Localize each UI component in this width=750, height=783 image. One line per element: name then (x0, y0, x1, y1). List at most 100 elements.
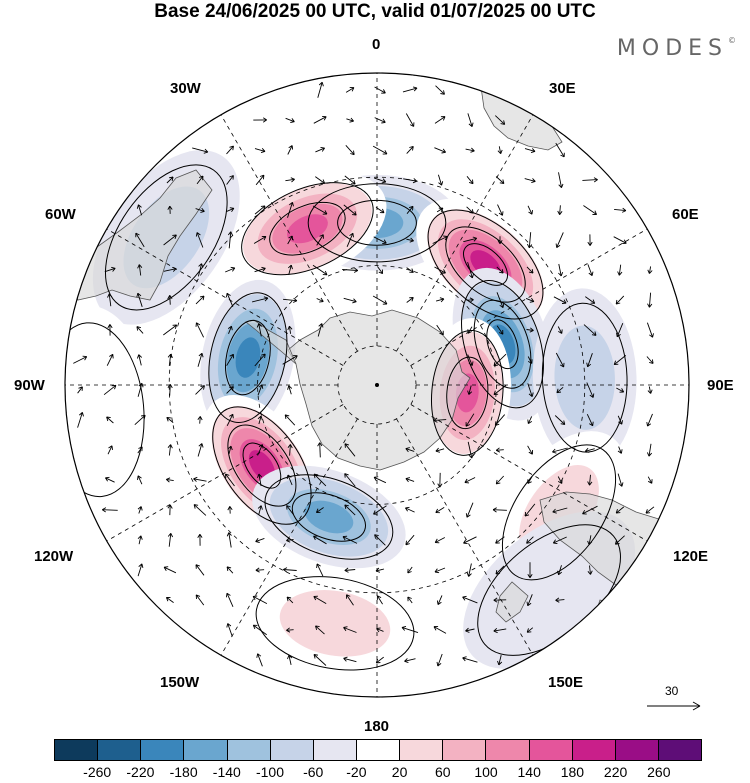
colorbar-segment (572, 740, 616, 760)
wind-vector-shaft (615, 535, 625, 545)
wind-vector-head (555, 243, 561, 248)
wind-vector (402, 86, 418, 93)
wind-vector (196, 175, 204, 185)
wind-vector-shaft (253, 236, 267, 244)
wind-vector-shaft (616, 323, 624, 337)
wind-vector (256, 473, 263, 487)
wind-vector (316, 234, 324, 246)
wind-vector-shaft (228, 532, 232, 548)
wind-vector-shaft (614, 208, 626, 212)
wind-vector-shaft (527, 476, 533, 484)
wind-vector (197, 352, 204, 367)
anomaly-contours (461, 280, 544, 409)
wind-vector-head (434, 568, 440, 574)
wind-vector (163, 234, 177, 246)
wind-vector (552, 447, 568, 454)
wind-vector (163, 266, 177, 272)
wind-vector-shaft (465, 148, 475, 152)
wind-vector (163, 566, 177, 574)
wind-vector-head (528, 269, 534, 274)
wind-vector-shaft (257, 384, 263, 396)
wind-vector (136, 204, 143, 216)
wind-vector-shaft (404, 658, 416, 662)
wind-vector (555, 352, 565, 368)
wind-vector-shaft (498, 146, 502, 154)
wind-vector-head (443, 235, 448, 241)
wind-vector (287, 235, 293, 245)
wind-vector-head (462, 656, 467, 662)
wind-vector-shaft (283, 569, 297, 571)
wind-vector (556, 386, 564, 394)
wind-vector-shaft (401, 626, 419, 634)
wind-vector-shaft (556, 232, 564, 248)
wind-vector-head (257, 415, 263, 421)
wind-vector-head (622, 239, 627, 245)
wind-vector-head (320, 146, 325, 152)
wind-vector-shaft (193, 504, 207, 516)
wind-vector-head (169, 176, 174, 182)
wind-vector-shaft (582, 179, 598, 181)
wind-vector (165, 596, 174, 603)
wind-vector (137, 264, 143, 276)
wind-vector (342, 267, 359, 273)
colorbar-segment (270, 740, 314, 760)
anomaly-contours (241, 182, 374, 276)
wind-vector (436, 653, 443, 667)
wind-vector-shaft (496, 292, 504, 308)
wind-vector-shaft (225, 267, 235, 273)
wind-vector-head (252, 624, 258, 630)
wind-vector-shaft (493, 628, 507, 632)
lon-label-60w: 60W (45, 206, 76, 223)
wind-vector-shaft (435, 85, 445, 95)
wind-vector (345, 87, 355, 93)
anomaly-center (65, 305, 156, 514)
wind-vector-head (344, 473, 349, 478)
wind-vector-shaft (315, 625, 325, 635)
wind-vector (464, 477, 476, 484)
wind-vector (374, 534, 386, 546)
wind-vector-shaft (496, 325, 504, 335)
wind-vector-shaft (407, 566, 413, 574)
wind-vector (225, 292, 234, 307)
wind-vector (527, 356, 533, 364)
wind-vector-head (193, 476, 198, 482)
wind-vector-head (352, 298, 357, 304)
wind-vector (193, 504, 207, 516)
wind-vector (405, 447, 415, 453)
wind-vector-head (352, 211, 357, 216)
wind-vector-head (647, 479, 653, 484)
wind-vector-shaft (137, 204, 143, 216)
wind-vector-head (558, 329, 563, 334)
wind-vector-shaft (312, 264, 328, 276)
wind-vector (434, 537, 446, 544)
wind-vector-head (649, 333, 654, 338)
wind-vector-head (344, 504, 349, 510)
wind-vector-shaft (137, 446, 143, 454)
wind-vector (197, 443, 204, 457)
colorbar-segment (227, 740, 271, 760)
height-contour (501, 444, 617, 581)
colorbar-tick-label: -260 (83, 764, 112, 780)
wind-vector-head (197, 416, 203, 421)
wind-vector (583, 205, 598, 215)
wind-vector (257, 415, 263, 425)
wind-vector (373, 236, 387, 245)
wind-vector (375, 567, 385, 573)
wind-vector-head (436, 600, 442, 605)
wind-vector-head (465, 422, 470, 427)
wind-vector-shaft (134, 414, 146, 426)
colorbar (54, 739, 702, 761)
wind-vector (527, 562, 533, 578)
wind-vector-head (401, 625, 407, 631)
wind-vector-shaft (436, 324, 444, 336)
wind-vector-head (315, 508, 321, 513)
wind-vector (286, 474, 293, 486)
wind-vector-shaft (286, 596, 294, 604)
wind-vector (287, 444, 293, 456)
wind-vector-head (441, 269, 446, 274)
wind-vector-shaft (255, 569, 265, 571)
wind-vector (225, 207, 235, 213)
wind-vector (613, 236, 627, 245)
wind-vector (315, 625, 325, 635)
wind-vector-head (226, 566, 232, 571)
